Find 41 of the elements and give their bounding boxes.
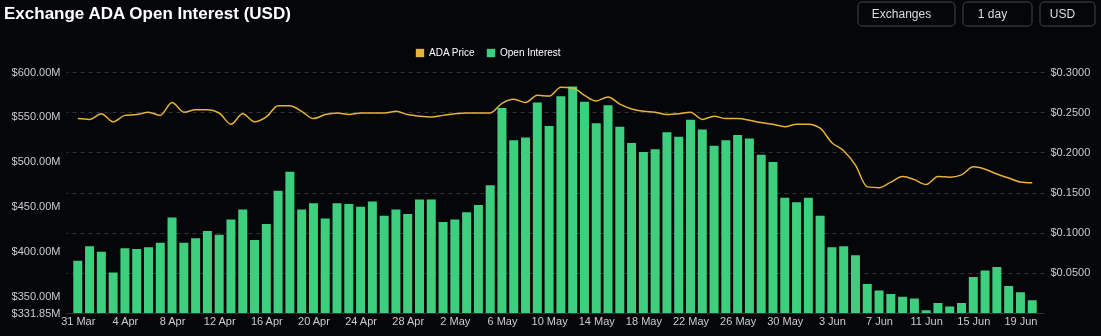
x-tick-label: 2 May xyxy=(440,314,471,327)
x-tick-label: 3 Jun xyxy=(818,314,846,327)
x-tick-label: 18 May xyxy=(625,314,663,327)
x-tick-label: 10 May xyxy=(531,314,569,327)
x-tick-label: 20 Apr xyxy=(298,314,331,327)
chart-title: Exchange ADA Open Interest (USD) xyxy=(4,4,291,23)
x-tick-label: 7 Jun xyxy=(866,314,893,327)
x-tick-label: 26 May xyxy=(720,314,757,327)
y-tick-label: $400.00M xyxy=(11,245,61,258)
y2-tick-label: $0.1500 xyxy=(1050,186,1091,198)
line-series xyxy=(77,86,1033,189)
y2-tick-label: $0.2500 xyxy=(1050,105,1091,118)
x-tick-label: 15 Jun xyxy=(957,314,991,327)
x-tick-label: 24 Apr xyxy=(345,314,378,327)
x-tick-label: 31 Mar xyxy=(61,314,96,327)
y-tick-label: $550.00M xyxy=(11,110,61,123)
y-tick-label: $331.85M xyxy=(11,306,61,319)
y-tick-label: $450.00M xyxy=(11,200,61,213)
text: 1 day xyxy=(977,7,1008,21)
x-tick-label: 16 Apr xyxy=(250,314,284,327)
y2-tick-label: $0.2000 xyxy=(1050,145,1091,158)
x-tick-label: 14 May xyxy=(578,314,616,327)
x-tick-label: 6 May xyxy=(487,314,518,327)
y-tick-label: $350.00M xyxy=(11,290,61,303)
x-tick-label: 8 Apr xyxy=(159,314,186,327)
text: Exchanges xyxy=(871,7,932,21)
x-tick-label: 30 May xyxy=(767,314,804,327)
x-tick-label: 19 Jun xyxy=(1004,314,1038,327)
legend-label: Open Interest xyxy=(500,47,561,58)
legend-label: ADA Price xyxy=(429,47,476,58)
y-tick-label: $600.00M xyxy=(11,65,61,78)
y2-tick-label: $0.1000 xyxy=(1050,226,1091,239)
text: USD xyxy=(1049,7,1076,21)
x-tick-label: 28 Apr xyxy=(392,314,425,327)
y2-tick-label: $0.3000 xyxy=(1050,65,1091,78)
x-tick-label: 4 Apr xyxy=(112,314,139,327)
y2-tick-label: $0.0500 xyxy=(1050,266,1091,279)
x-tick-label: 11 Jun xyxy=(910,314,943,327)
y-tick-label: $500.00M xyxy=(11,155,61,168)
x-tick-label: 22 May xyxy=(672,314,710,327)
x-tick-label: 12 Apr xyxy=(203,314,236,327)
